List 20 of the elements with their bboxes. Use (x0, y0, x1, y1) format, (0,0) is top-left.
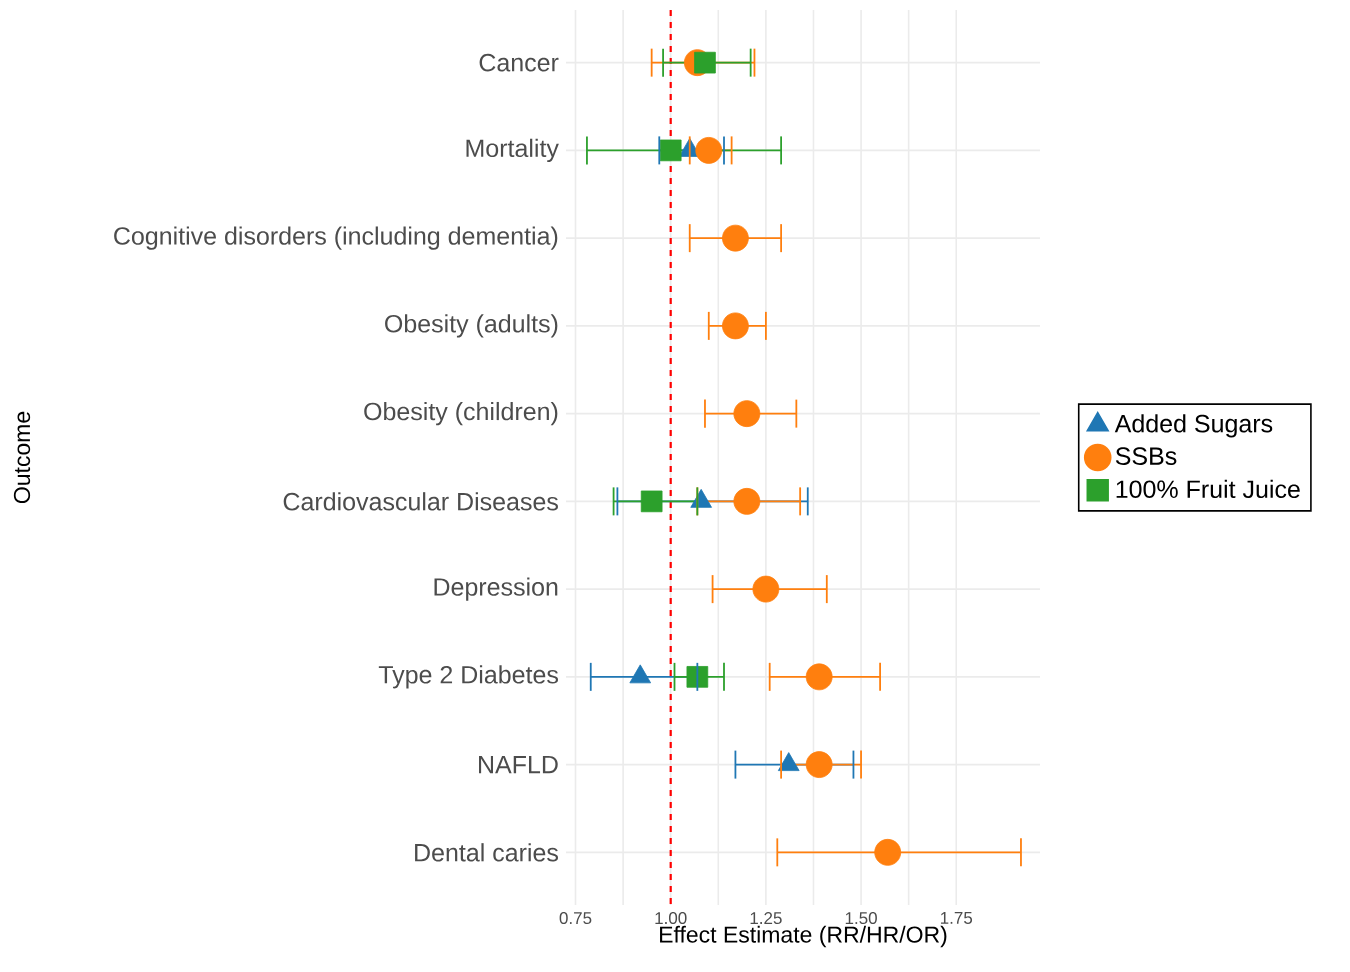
legend-label: Added Sugars (1114, 414, 1273, 438)
x-tick-label: 1.25 (750, 912, 782, 925)
x-tick-label: 1.50 (845, 912, 877, 925)
y-tick-label: NAFLD (479, 756, 558, 774)
y-tick-label: Obesity (children) (364, 401, 558, 426)
y-tick-label: Cancer (479, 53, 559, 72)
y-tick-label: Obesity (adults) (385, 314, 558, 338)
y-tick-label: Cardiovascular Diseases (283, 492, 558, 511)
legend-label: 100% Fruit Juice (1116, 479, 1300, 499)
x-axis-title: Effect Estimate (RR/HR/OR) (660, 925, 947, 948)
y-tick-label: Type 2 Diabetes (378, 665, 558, 689)
y-tick-label: Cognitive disorders (including dementia) (114, 226, 558, 250)
y-axis-title: Outcome (13, 411, 31, 504)
x-tick-label: 0.75 (559, 912, 592, 925)
y-tick-label: Dental caries (415, 843, 558, 862)
x-tick-label: 1.00 (655, 912, 687, 925)
x-tick-label: 1.75 (940, 912, 973, 924)
y-tick-label: Depression (434, 577, 558, 601)
y-tick-label: Mortality (466, 138, 559, 163)
legend-label: SSBs (1115, 447, 1177, 465)
